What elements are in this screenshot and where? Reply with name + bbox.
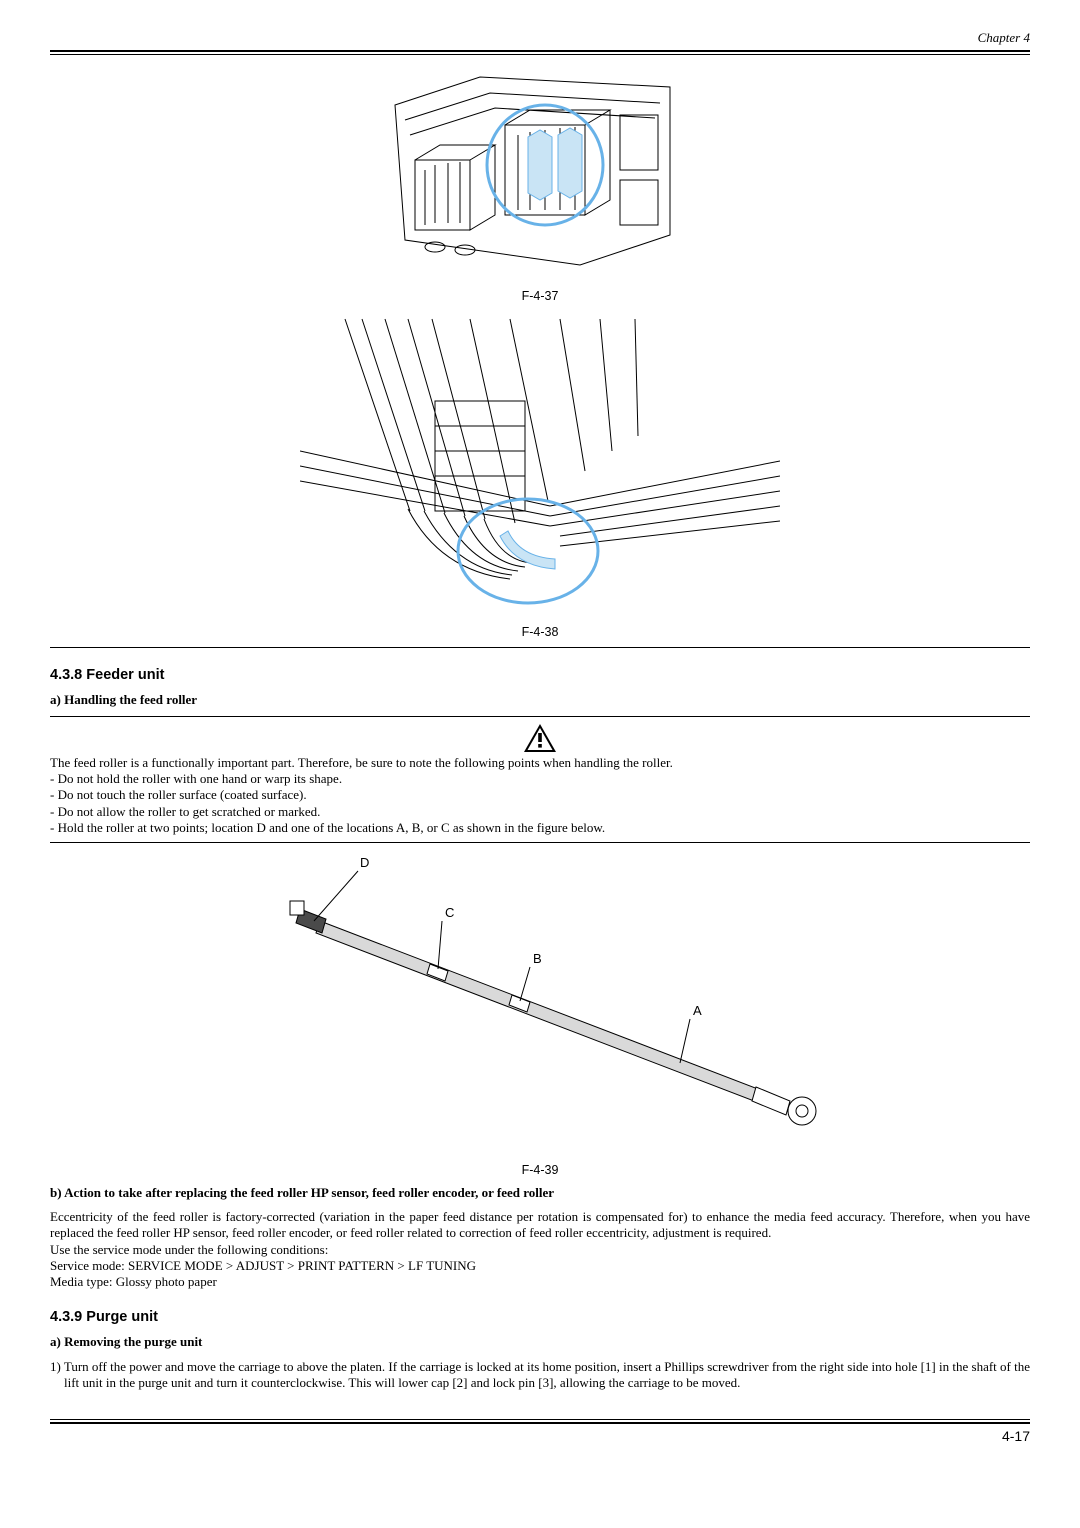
diagram-label-c: C [445,905,454,920]
rule-below-warning [50,842,1030,843]
figure-f-4-39: D C B A F-4-39 [50,849,1030,1179]
footer-rule [50,1419,1030,1424]
section-439-title: 4.3.9 Purge unit [50,1308,1030,1326]
section-438-b-p3: Service mode: SERVICE MODE > ADJUST > PR… [50,1258,1030,1274]
diagram-label-b: B [533,951,542,966]
section-438-title: 4.3.8 Feeder unit [50,666,1030,684]
figure-f-4-38: F-4-38 [50,311,1030,641]
warning-icon [50,723,1030,753]
section-438-a-lead: The feed roller is a functionally import… [50,755,1030,771]
section-438-a-b3: - Do not allow the roller to get scratch… [50,804,1030,820]
figure-f-4-39-caption: F-4-39 [50,1163,1030,1179]
section-438-a-b1: - Do not hold the roller with one hand o… [50,771,1030,787]
section-438-b-p2: Use the service mode under the following… [50,1242,1030,1258]
section-438-a-b4: - Hold the roller at two points; locatio… [50,820,1030,836]
figure-f-4-39-svg: D C B A [230,849,850,1159]
section-438-b-p1: Eccentricity of the feed roller is facto… [50,1209,1030,1242]
page-number: 4-17 [50,1428,1030,1446]
section-438-a-title: a) Handling the feed roller [50,692,1030,708]
chapter-header: Chapter 4 [50,30,1030,46]
rule-above-438 [50,647,1030,648]
section-438-a-b2: - Do not touch the roller surface (coate… [50,787,1030,803]
section-439-a-title: a) Removing the purge unit [50,1334,1030,1350]
rule-above-warning [50,716,1030,717]
section-439-a-step1: 1) Turn off the power and move the carri… [50,1359,1030,1392]
figure-f-4-37-svg [370,65,710,285]
diagram-label-a: A [693,1003,702,1018]
figure-f-4-37-caption: F-4-37 [50,289,1030,305]
section-438-b-title: b) Action to take after replacing the fe… [50,1185,1030,1201]
figure-f-4-38-svg [300,311,780,621]
section-438-b-p4: Media type: Glossy photo paper [50,1274,1030,1290]
figure-f-4-38-caption: F-4-38 [50,625,1030,641]
diagram-label-d: D [360,855,369,870]
header-rule [50,50,1030,55]
figure-f-4-37: F-4-37 [50,65,1030,305]
